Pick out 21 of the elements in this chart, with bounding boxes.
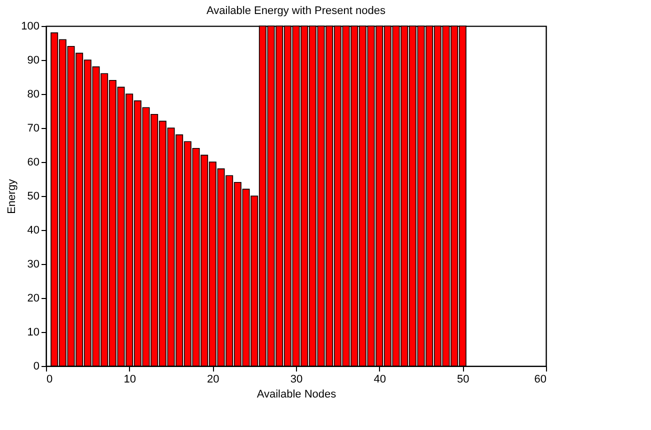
x-axis-title: Available Nodes xyxy=(256,388,337,400)
y-tick-label: 80 xyxy=(27,88,40,100)
y-tick-label: 10 xyxy=(27,326,40,338)
x-tick-label: 20 xyxy=(207,374,220,386)
y-tick-label: 40 xyxy=(27,224,40,236)
y-tick-label: 90 xyxy=(27,54,40,66)
y-tick-label: 30 xyxy=(27,258,40,270)
chart-title: Available Energy with Present nodes xyxy=(206,5,386,17)
x-tick-label: 30 xyxy=(290,374,303,386)
y-axis-title: Energy xyxy=(6,178,18,214)
x-tick-label: 60 xyxy=(534,374,546,386)
y-tick-label: 60 xyxy=(27,156,40,168)
x-tick-label: 40 xyxy=(374,374,386,386)
y-tick-label: 100 xyxy=(21,20,40,32)
y-tick-label: 20 xyxy=(27,292,40,304)
x-tick-label: 50 xyxy=(457,374,470,386)
y-tick-label: 70 xyxy=(27,122,40,134)
y-tick-label: 0 xyxy=(33,360,40,372)
x-tick-label: 10 xyxy=(124,374,136,386)
y-tick-label: 50 xyxy=(27,190,40,202)
x-tick-label: 0 xyxy=(46,374,53,386)
